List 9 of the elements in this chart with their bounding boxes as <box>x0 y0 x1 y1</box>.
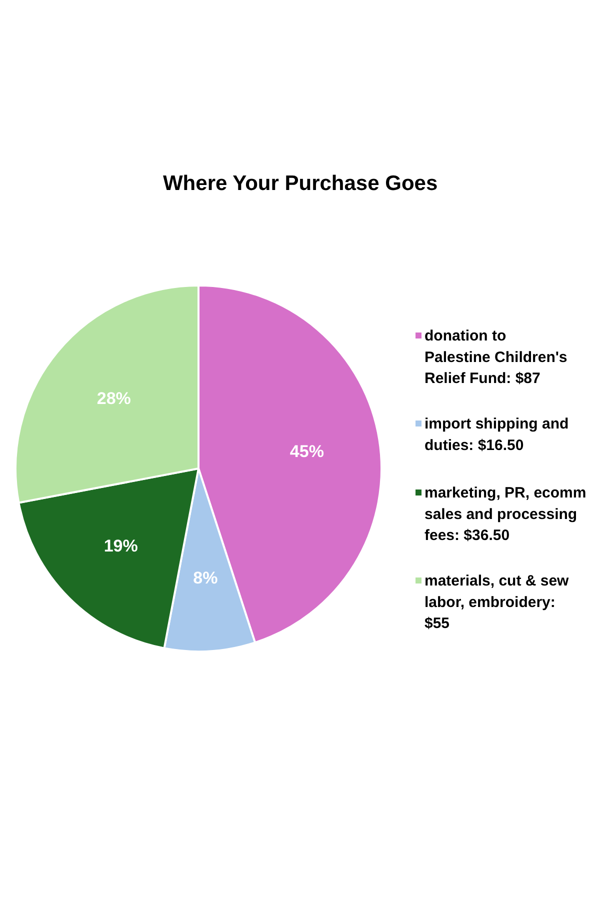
legend-label: import shipping and duties: $16.50 <box>424 416 569 454</box>
data-label: 8% <box>193 568 218 588</box>
data-label: 19% <box>104 536 138 556</box>
legend-label: marketing, PR, ecomm sales and processing fees: $36.50 <box>424 484 586 544</box>
data-label: 28% <box>96 389 131 408</box>
legend-label: donation to Palestine Children's Relief Fund: $87 <box>424 328 568 387</box>
data-label: 45% <box>290 442 324 461</box>
chart-title: Where Your Purchase Goes <box>162 172 438 195</box>
legend-label: materials, cut & sew labor, embroidery: $55 <box>424 572 570 632</box>
